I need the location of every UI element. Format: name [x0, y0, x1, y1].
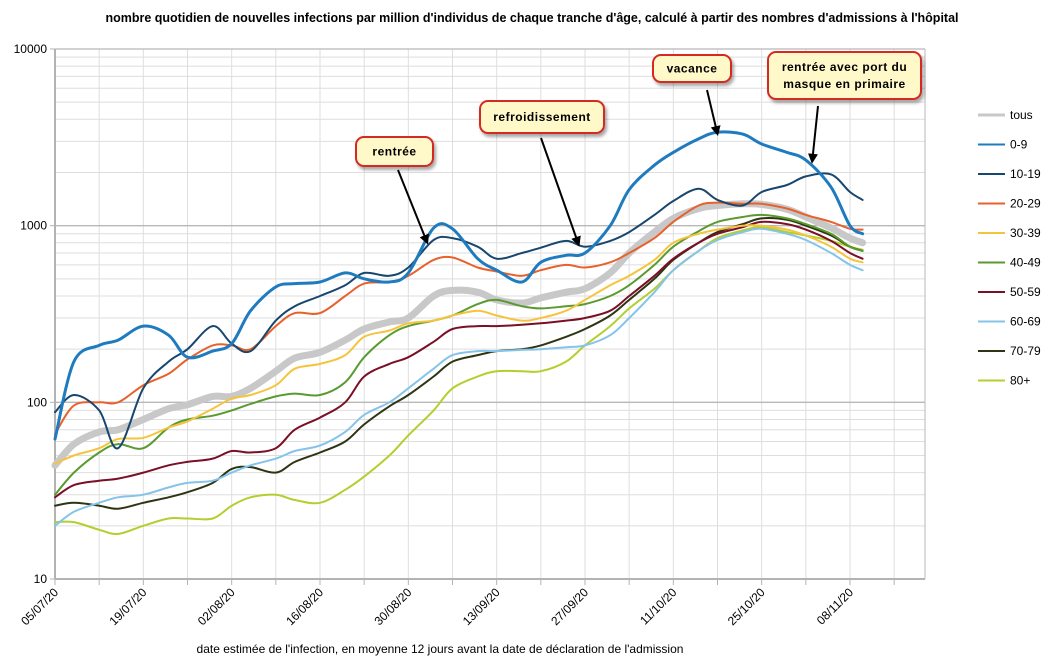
legend-item-40-49[interactable]: 40-49 [978, 256, 1041, 270]
x-tick-label: 13/09/20 [460, 585, 503, 628]
legend-label: 0-9 [1010, 138, 1028, 152]
annotation-arrow [706, 89, 721, 137]
chart-title: nombre quotidien de nouvelles infections… [105, 11, 958, 25]
annotation-box [355, 136, 434, 167]
x-tick-label: 25/10/20 [725, 585, 768, 628]
legend-label: 60-69 [1010, 315, 1041, 329]
annotation-callout: rentrée avec port du masque en primaire [767, 51, 922, 164]
annotation-arrow [540, 137, 581, 247]
y-tick-label: 1000 [20, 219, 47, 233]
legend-label: 40-49 [1010, 256, 1041, 270]
legend-label: 30-39 [1010, 226, 1041, 240]
annotation-text: masque en primaire [783, 77, 905, 91]
annotation-text: vacance [667, 62, 718, 76]
annotation-callout: refroidissement [479, 100, 605, 247]
legend-item-tous[interactable]: tous [978, 108, 1033, 122]
annotation-callout: rentrée [355, 136, 434, 245]
series-line-40-49 [54, 213, 864, 496]
annotation-box [652, 54, 732, 83]
legend: tous 0-9 10-19 20-29 30-39 40-49 50-59 60-69 70-… [978, 108, 1041, 388]
axes: 10 100 1000 10000 05/07/20 19/07/20 02/08/20 16… [14, 42, 926, 628]
y-tick-label: 10000 [14, 42, 48, 56]
legend-label: 10-19 [1010, 167, 1041, 181]
legend-item-30-39[interactable]: 30-39 [978, 226, 1041, 240]
annotation-callout: vacance [652, 54, 732, 137]
x-tick-label: 02/08/20 [195, 585, 238, 628]
series-line-0-9 [53, 130, 865, 441]
series-line-80plus [54, 226, 864, 536]
series-line-70-79 [54, 217, 864, 510]
annotation-box [479, 100, 605, 134]
x-axis-label: date estimée de l'infection, en moyenne … [197, 642, 684, 656]
x-tick-label: 05/07/20 [18, 585, 61, 628]
annotation-arrow [808, 105, 819, 164]
x-tick-label: 19/07/20 [107, 585, 150, 628]
legend-item-0-9[interactable]: 0-9 [978, 138, 1028, 152]
annotation-text: rentrée avec port du [782, 60, 907, 74]
legend-item-20-29[interactable]: 20-29 [978, 197, 1041, 211]
x-tick-label: 16/08/20 [283, 585, 326, 628]
legend-item-50-59[interactable]: 50-59 [978, 285, 1041, 299]
x-tick-label: 27/09/20 [548, 585, 591, 628]
x-tick-label: 30/08/20 [372, 585, 415, 628]
annotations: rentrée refroidissement vacance rentrée ave… [355, 51, 922, 247]
annotation-text: refroidissement [493, 110, 591, 124]
annotation-box [767, 51, 922, 100]
legend-item-70-79[interactable]: 70-79 [978, 344, 1041, 358]
legend-label: 70-79 [1010, 344, 1041, 358]
legend-item-60-69[interactable]: 60-69 [978, 315, 1041, 329]
legend-label: tous [1010, 108, 1033, 122]
y-tick-label: 100 [27, 395, 47, 409]
legend-label: 20-29 [1010, 197, 1041, 211]
y-tick-label: 10 [34, 572, 48, 586]
series-line-50-59 [54, 220, 864, 499]
legend-item-10-19[interactable]: 10-19 [978, 167, 1041, 181]
annotation-text: rentrée [372, 145, 416, 159]
legend-item-80plus[interactable]: 80+ [978, 374, 1030, 388]
legend-label: 80+ [1010, 374, 1030, 388]
series-lines [51, 130, 867, 536]
x-tick-label: 11/10/20 [637, 585, 680, 628]
x-tick-label: 08/11/20 [814, 585, 857, 628]
legend-label: 50-59 [1010, 285, 1041, 299]
annotation-arrow [397, 169, 429, 245]
series-line-60-69 [54, 227, 864, 527]
series-line-30-39 [54, 224, 864, 465]
